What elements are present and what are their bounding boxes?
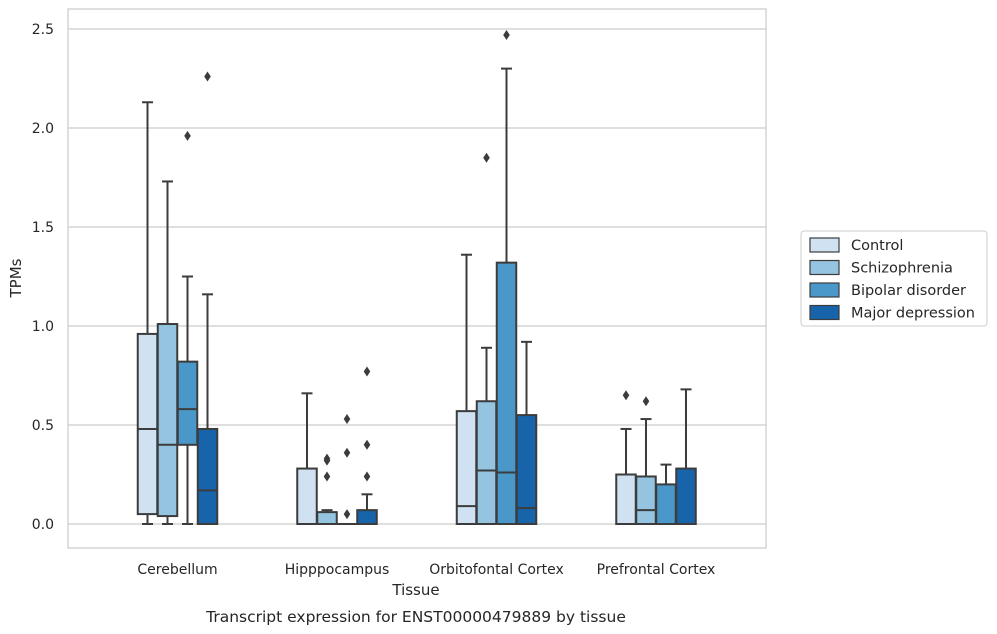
box-schizophrenia xyxy=(475,152,498,525)
outlier-point xyxy=(184,130,191,141)
legend-swatch xyxy=(809,282,840,298)
outlier-point xyxy=(323,471,331,482)
chart-caption: Transcript expression for ENST0000047988… xyxy=(205,608,626,626)
box-body xyxy=(475,400,498,525)
x-tick-label: Hipppocampus xyxy=(285,562,390,578)
box-body xyxy=(655,483,677,525)
outlier-point xyxy=(622,390,630,401)
box-body xyxy=(296,467,318,525)
outlier-point xyxy=(363,366,371,377)
box-body xyxy=(196,427,219,525)
y-tick-label: 2.5 xyxy=(32,22,54,38)
outlier-point xyxy=(642,396,650,407)
outlier-point xyxy=(343,414,351,425)
box-bipolar-disorder xyxy=(336,414,358,526)
legend-items: Control Schizophrenia Bipolar disorder Majo… xyxy=(809,237,975,322)
box-body xyxy=(615,473,637,525)
box-major-depression xyxy=(356,366,378,526)
box-control xyxy=(296,392,318,525)
y-tick-label: 1.0 xyxy=(32,319,54,335)
outlier-point xyxy=(503,29,510,40)
outlier-point xyxy=(483,152,490,163)
y-axis-label: TPMs xyxy=(7,258,25,298)
outlier-point xyxy=(363,471,371,482)
boxes xyxy=(136,29,697,526)
box-body xyxy=(635,475,657,526)
box-schizophrenia xyxy=(316,453,338,525)
box-body xyxy=(316,511,338,525)
x-tick-label: Orbitofontal Cortex xyxy=(429,562,564,578)
legend: Control Schizophrenia Bipolar disorder Majo… xyxy=(800,230,988,327)
box-major-depression xyxy=(196,71,219,525)
box-body xyxy=(515,414,538,526)
y-axis-ticks: 0.0 0.5 1.0 1.5 2.0 2.5 xyxy=(32,22,54,533)
y-tick-label: 0.5 xyxy=(32,418,54,434)
y-tick-label: 2.0 xyxy=(32,121,54,137)
plot-area xyxy=(67,8,767,549)
x-tick-label: Prefrontal Cortex xyxy=(597,562,716,578)
box-body xyxy=(176,360,199,446)
y-tick-label: 1.5 xyxy=(32,220,54,236)
legend-label: Control xyxy=(851,238,903,254)
outlier-point xyxy=(343,509,351,520)
legend-swatch xyxy=(809,237,840,253)
box-body xyxy=(495,261,518,525)
outlier-point xyxy=(343,447,351,458)
outlier-point xyxy=(363,439,371,450)
legend-label: Major depression xyxy=(851,306,975,322)
x-axis-ticks: Cerebellum Hipppocampus Orbitofontal Corte… xyxy=(137,562,715,578)
box-body xyxy=(356,509,378,526)
box-body xyxy=(136,332,159,516)
y-tick-label: 0.0 xyxy=(32,517,54,533)
box-body xyxy=(156,323,179,518)
box-bipolar-disorder xyxy=(655,463,677,525)
legend-swatch xyxy=(809,304,840,321)
legend-label: Schizophrenia xyxy=(851,261,953,277)
x-tick-label: Cerebellum xyxy=(137,562,217,578)
legend-frame xyxy=(800,230,988,327)
legend-swatch xyxy=(809,259,840,276)
box-major-depression xyxy=(515,340,538,526)
box-bipolar-disorder xyxy=(495,29,518,525)
outlier-point xyxy=(323,453,331,464)
box-body xyxy=(675,467,697,525)
box-control xyxy=(615,390,637,525)
box-major-depression xyxy=(675,388,697,525)
legend-label: Bipolar disorder xyxy=(851,283,966,299)
outlier-point xyxy=(204,71,211,82)
x-axis-label: Tissue xyxy=(391,581,439,599)
box-bipolar-disorder xyxy=(176,130,199,525)
